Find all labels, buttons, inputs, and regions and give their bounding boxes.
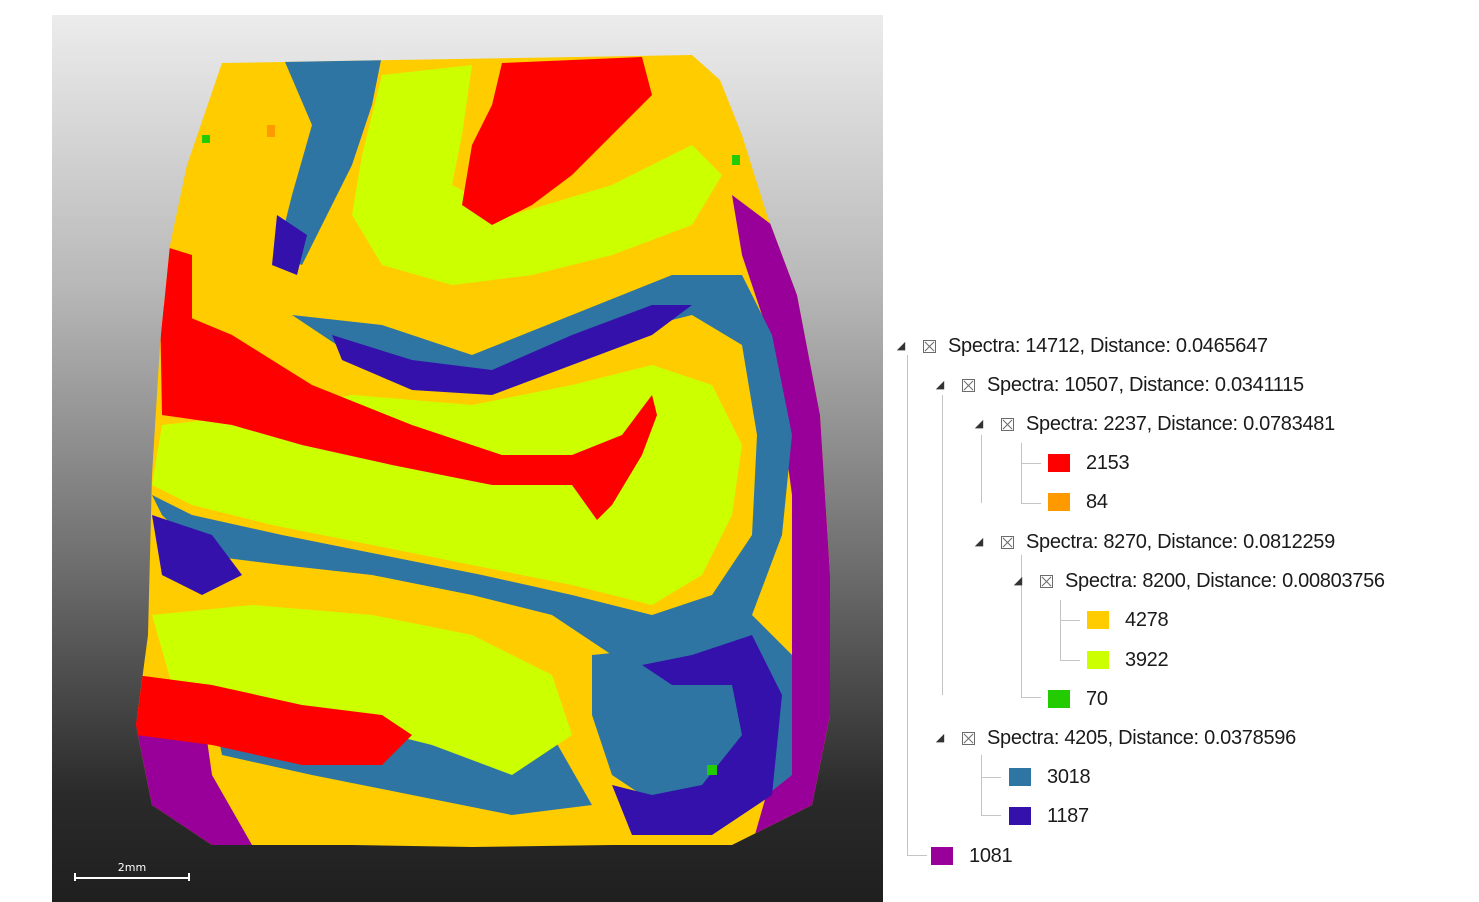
tree-node-spectra-8270[interactable]: ◢ Spectra: 8270, Distance: 0.0812259 bbox=[973, 529, 1335, 555]
cluster-color-swatch bbox=[1048, 493, 1070, 511]
tree-leaf-label: 1081 bbox=[969, 844, 1013, 867]
segmentation-map-viewer[interactable]: 2mm bbox=[52, 15, 883, 902]
tree-connector bbox=[907, 855, 927, 856]
checkbox-icon[interactable] bbox=[923, 339, 936, 353]
tree-node-label: Spectra: 2237, Distance: 0.0783481 bbox=[1026, 412, 1335, 435]
cluster-segmentation-map bbox=[136, 55, 830, 847]
collapse-triangle-icon[interactable]: ◢ bbox=[935, 378, 945, 391]
tree-leaf-1187[interactable]: 1187 bbox=[1009, 803, 1089, 829]
scale-bar-line bbox=[74, 877, 190, 879]
cluster-tree: ◢ Spectra: 14712, Distance: 0.0465647 ◢ … bbox=[895, 325, 1475, 885]
region-red-lower bbox=[136, 675, 412, 765]
tree-connector bbox=[1021, 463, 1041, 464]
tree-leaf-label: 70 bbox=[1086, 687, 1108, 710]
cluster-color-swatch bbox=[931, 847, 953, 865]
collapse-triangle-icon[interactable]: ◢ bbox=[935, 731, 945, 744]
collapse-triangle-icon[interactable]: ◢ bbox=[896, 339, 906, 352]
tree-connector bbox=[981, 435, 982, 503]
tree-node-spectra-10507[interactable]: ◢ Spectra: 10507, Distance: 0.0341115 bbox=[934, 372, 1304, 398]
region-red-middle bbox=[160, 305, 657, 520]
checkbox-icon[interactable] bbox=[962, 378, 975, 392]
tree-node-label: Spectra: 8270, Distance: 0.0812259 bbox=[1026, 530, 1335, 553]
tree-leaf-label: 4278 bbox=[1125, 608, 1169, 631]
tree-leaf-label: 3922 bbox=[1125, 648, 1169, 671]
tree-leaf-2153[interactable]: 2153 bbox=[1048, 450, 1130, 476]
region-red-top bbox=[462, 57, 652, 225]
tree-node-root[interactable]: ◢ Spectra: 14712, Distance: 0.0465647 bbox=[895, 333, 1268, 359]
tree-connector bbox=[1021, 555, 1022, 697]
tree-connector bbox=[1021, 503, 1041, 504]
collapse-triangle-icon[interactable]: ◢ bbox=[974, 417, 984, 430]
tree-leaf-70[interactable]: 70 bbox=[1048, 686, 1108, 712]
region-green-speck bbox=[732, 155, 740, 165]
tree-node-label: Spectra: 4205, Distance: 0.0378596 bbox=[987, 726, 1296, 749]
region-green-speck bbox=[202, 135, 210, 143]
tree-leaf-label: 2153 bbox=[1086, 451, 1130, 474]
collapse-triangle-icon[interactable]: ◢ bbox=[974, 535, 984, 548]
tree-connector bbox=[981, 777, 1001, 778]
tree-node-label: Spectra: 14712, Distance: 0.0465647 bbox=[948, 334, 1268, 357]
scale-bar-tick-right bbox=[188, 873, 190, 881]
tree-leaf-84[interactable]: 84 bbox=[1048, 489, 1108, 515]
tree-node-spectra-2237[interactable]: ◢ Spectra: 2237, Distance: 0.0783481 bbox=[973, 411, 1335, 437]
tree-leaf-label: 1187 bbox=[1047, 804, 1089, 827]
checkbox-icon[interactable] bbox=[1001, 417, 1014, 431]
tree-connector bbox=[1021, 697, 1041, 698]
tree-node-label: Spectra: 8200, Distance: 0.00803756 bbox=[1065, 569, 1385, 592]
cluster-color-swatch bbox=[1009, 807, 1031, 825]
tree-connector bbox=[942, 395, 943, 695]
region-indigo-left bbox=[152, 515, 242, 595]
region-indigo-top bbox=[272, 215, 307, 275]
tree-connector bbox=[1060, 600, 1061, 660]
region-lime-lower bbox=[152, 605, 572, 775]
tree-connector bbox=[1060, 620, 1080, 621]
tree-connector bbox=[981, 755, 982, 815]
region-lime-top bbox=[352, 65, 722, 285]
region-steel-top bbox=[277, 55, 382, 265]
checkbox-icon[interactable] bbox=[962, 731, 975, 745]
region-orange-speck bbox=[267, 125, 275, 137]
region-steel-middle bbox=[152, 275, 792, 655]
checkbox-icon[interactable] bbox=[1001, 535, 1014, 549]
tree-leaf-1081[interactable]: 1081 bbox=[931, 843, 1013, 869]
region-purple-bottom-left bbox=[136, 705, 252, 845]
tree-node-spectra-4205[interactable]: ◢ Spectra: 4205, Distance: 0.0378596 bbox=[934, 725, 1296, 751]
tree-node-spectra-8200[interactable]: ◢ Spectra: 8200, Distance: 0.00803756 bbox=[1012, 568, 1385, 594]
tree-connector bbox=[1060, 660, 1080, 661]
tree-connector bbox=[1021, 443, 1022, 503]
tree-node-label: Spectra: 10507, Distance: 0.0341115 bbox=[987, 373, 1304, 396]
cluster-color-swatch bbox=[1087, 611, 1109, 629]
cluster-color-swatch bbox=[1009, 768, 1031, 786]
tree-leaf-label: 3018 bbox=[1047, 765, 1091, 788]
cluster-color-swatch bbox=[1087, 651, 1109, 669]
region-indigo-lower-right bbox=[612, 635, 782, 835]
scale-bar-tick-left bbox=[74, 873, 76, 881]
tree-connector bbox=[981, 815, 1001, 816]
checkbox-icon[interactable] bbox=[1040, 574, 1053, 588]
tree-leaf-3018[interactable]: 3018 bbox=[1009, 764, 1091, 790]
tree-leaf-3922[interactable]: 3922 bbox=[1087, 647, 1169, 673]
tree-leaf-label: 84 bbox=[1086, 490, 1108, 513]
collapse-triangle-icon[interactable]: ◢ bbox=[1013, 574, 1023, 587]
cluster-color-swatch bbox=[1048, 454, 1070, 472]
region-red-left-edge bbox=[160, 245, 192, 345]
scale-bar: 2mm bbox=[74, 861, 190, 883]
tree-connector bbox=[907, 355, 908, 855]
tree-leaf-4278[interactable]: 4278 bbox=[1087, 607, 1169, 633]
scale-bar-label: 2mm bbox=[117, 861, 147, 874]
cluster-color-swatch bbox=[1048, 690, 1070, 708]
region-green-speck bbox=[707, 765, 717, 775]
region-indigo-arc bbox=[332, 305, 692, 395]
